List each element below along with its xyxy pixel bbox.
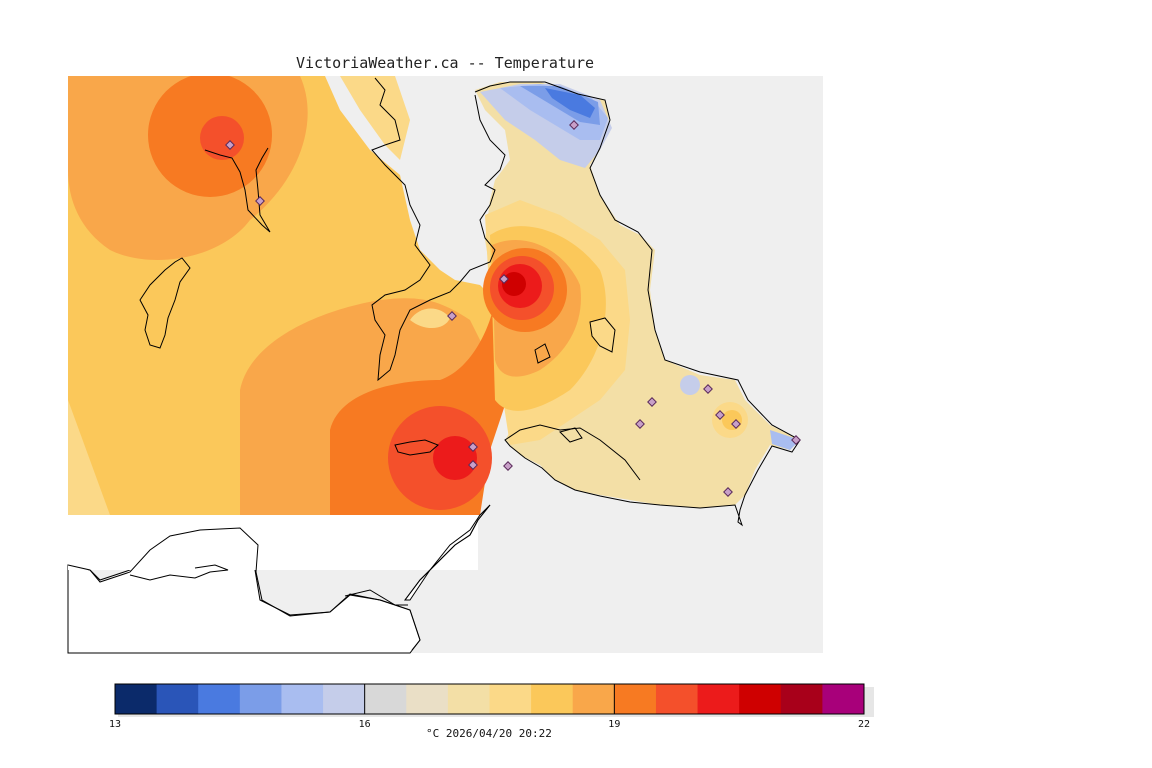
legend-swatch <box>572 684 615 714</box>
station-marker <box>499 274 509 284</box>
station-marker <box>569 120 579 130</box>
legend-swatch <box>780 684 823 714</box>
legend-swatch <box>822 684 865 714</box>
legend-tick-label: 16 <box>359 719 371 730</box>
station-marker <box>468 460 478 470</box>
legend-swatch <box>697 684 740 714</box>
station-marker <box>723 487 733 497</box>
station-marker <box>225 140 235 150</box>
station-marker <box>703 384 713 394</box>
station-marker <box>791 435 801 445</box>
legend-swatch <box>115 684 158 714</box>
unshaded-band <box>68 515 478 570</box>
coastlines <box>67 77 801 651</box>
legend-swatch <box>239 684 282 714</box>
legend-swatch <box>614 684 657 714</box>
legend-ticks: 13 16 19 22 <box>109 684 870 730</box>
shaded-land-east <box>410 82 800 508</box>
station-marker <box>468 442 478 452</box>
legend-tick-label: 13 <box>109 719 121 730</box>
legend-swatch <box>739 684 782 714</box>
legend-caption: °C 2026/04/20 20:22 <box>426 727 552 740</box>
legend-tick-label: 19 <box>608 719 620 730</box>
legend-swatch <box>198 684 241 714</box>
station-marker <box>635 419 645 429</box>
legend-swatch <box>364 684 407 714</box>
legend-color-bar <box>115 684 865 714</box>
legend-swatch <box>489 684 532 714</box>
station-marker <box>715 410 725 420</box>
legend-swatch <box>531 684 574 714</box>
weather-stations <box>225 120 801 497</box>
legend-swatch <box>281 684 324 714</box>
legend-tick-label: 22 <box>858 719 870 730</box>
legend-swatch <box>655 684 699 714</box>
legend-swatch <box>323 684 366 714</box>
station-marker <box>447 311 457 321</box>
legend-swatch <box>156 684 199 714</box>
station-marker <box>647 397 657 407</box>
station-marker <box>731 419 741 429</box>
map-title: VictoriaWeather.ca -- Temperature <box>296 54 595 72</box>
legend-swatch <box>447 684 490 714</box>
station-marker <box>255 196 265 206</box>
station-marker <box>503 461 513 471</box>
legend-swatch <box>406 684 449 714</box>
